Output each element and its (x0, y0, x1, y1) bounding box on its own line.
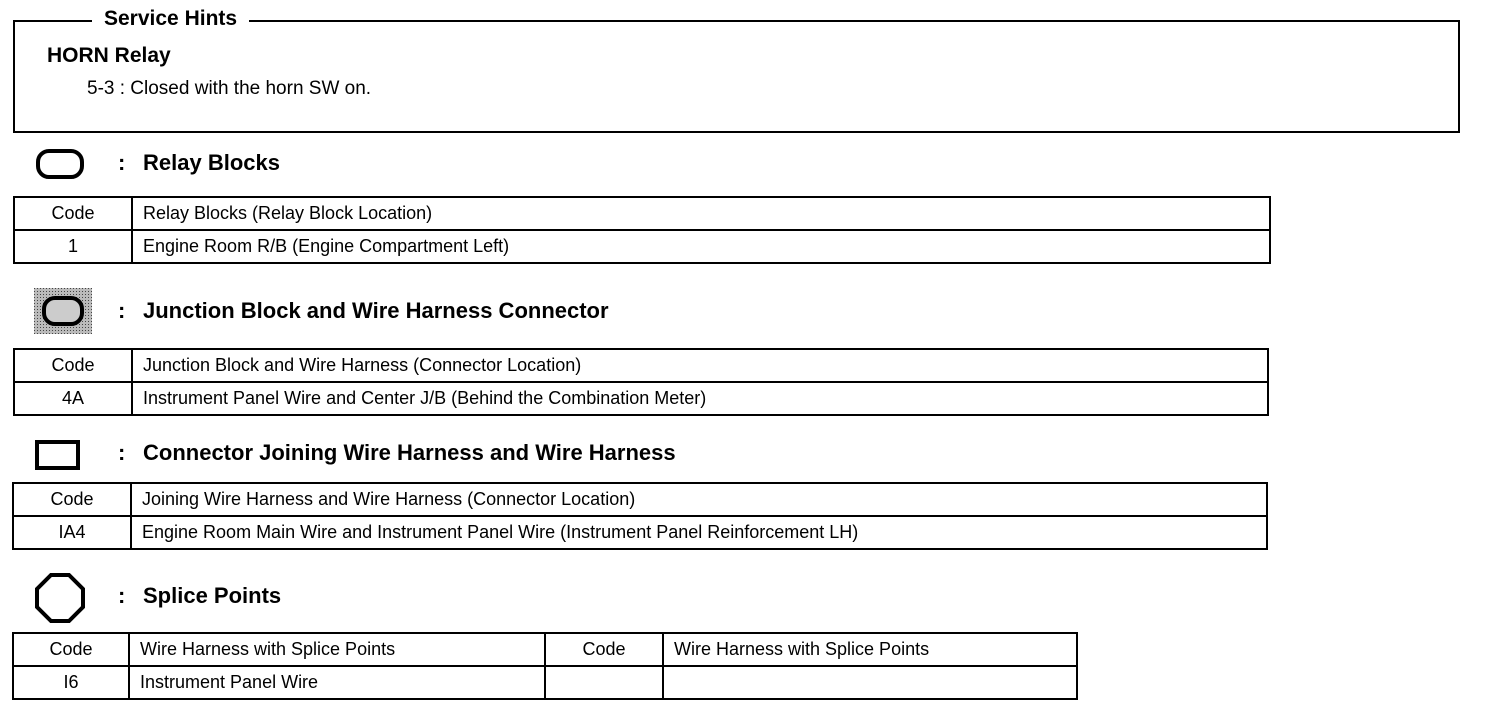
octagon-icon (35, 573, 85, 623)
table-row: IA4 Engine Room Main Wire and Instrument … (12, 515, 1268, 550)
section-title-connector-joining: Connector Joining Wire Harness and Wire … (143, 440, 676, 465)
section-title-splice-points: Splice Points (143, 583, 282, 608)
header-code: Code (13, 348, 133, 383)
header-description: Relay Blocks (Relay Block Location) (131, 196, 1271, 231)
section-colon: : (118, 150, 126, 175)
header-description: Wire Harness with Splice Points (128, 632, 546, 667)
shaded-rounded-rectangle-icon (34, 288, 92, 334)
cell-description: Instrument Panel Wire (128, 665, 546, 700)
table-header-row: Code Joining Wire Harness and Wire Harnes… (12, 482, 1268, 517)
connector-joining-table: Code Joining Wire Harness and Wire Harnes… (12, 482, 1268, 550)
header-description: Joining Wire Harness and Wire Harness (C… (130, 482, 1268, 517)
relay-blocks-table: Code Relay Blocks (Relay Block Location) … (13, 196, 1271, 264)
cell-code: 4A (13, 381, 133, 416)
header-code: Code (12, 482, 132, 517)
cell-code-2 (544, 665, 664, 700)
section-title-junction-block: Junction Block and Wire Harness Connecto… (143, 298, 609, 323)
service-hints-heading: HORN Relay (47, 44, 171, 67)
table-header-row: Code Relay Blocks (Relay Block Location) (13, 196, 1271, 231)
junction-block-table: Code Junction Block and Wire Harness (Con… (13, 348, 1269, 416)
section-colon: : (118, 440, 126, 465)
section-colon: : (118, 583, 126, 608)
service-hints-box (13, 20, 1460, 133)
header-code: Code (13, 196, 133, 231)
splice-points-table: Code Wire Harness with Splice Points Code W… (12, 632, 1078, 700)
table-row: 4A Instrument Panel Wire and Center J/B (… (13, 381, 1269, 416)
service-hint-line: 5-3 : Closed with the horn SW on. (87, 78, 372, 99)
service-hints-title: Service Hints (92, 7, 250, 31)
header-description-2: Wire Harness with Splice Points (662, 632, 1078, 667)
table-header-row: Code Junction Block and Wire Harness (Con… (13, 348, 1269, 383)
cell-description: Engine Room Main Wire and Instrument Pan… (130, 515, 1268, 550)
table-row: 1 Engine Room R/B (Engine Compartment Lef… (13, 229, 1271, 264)
rounded-rectangle-icon (36, 149, 84, 179)
cell-description: Instrument Panel Wire and Center J/B (Be… (131, 381, 1269, 416)
section-colon: : (118, 298, 126, 323)
cell-code: 1 (13, 229, 133, 264)
cell-description: Engine Room R/B (Engine Compartment Left… (131, 229, 1271, 264)
cell-description-2 (662, 665, 1078, 700)
cell-code: I6 (12, 665, 130, 700)
header-code-2: Code (544, 632, 664, 667)
rectangle-icon (35, 440, 80, 470)
table-row: I6 Instrument Panel Wire (12, 665, 1078, 700)
table-header-row: Code Wire Harness with Splice Points Code W… (12, 632, 1078, 667)
cell-code: IA4 (12, 515, 132, 550)
section-title-relay-blocks: Relay Blocks (143, 150, 280, 175)
header-description: Junction Block and Wire Harness (Connect… (131, 348, 1269, 383)
header-code: Code (12, 632, 130, 667)
